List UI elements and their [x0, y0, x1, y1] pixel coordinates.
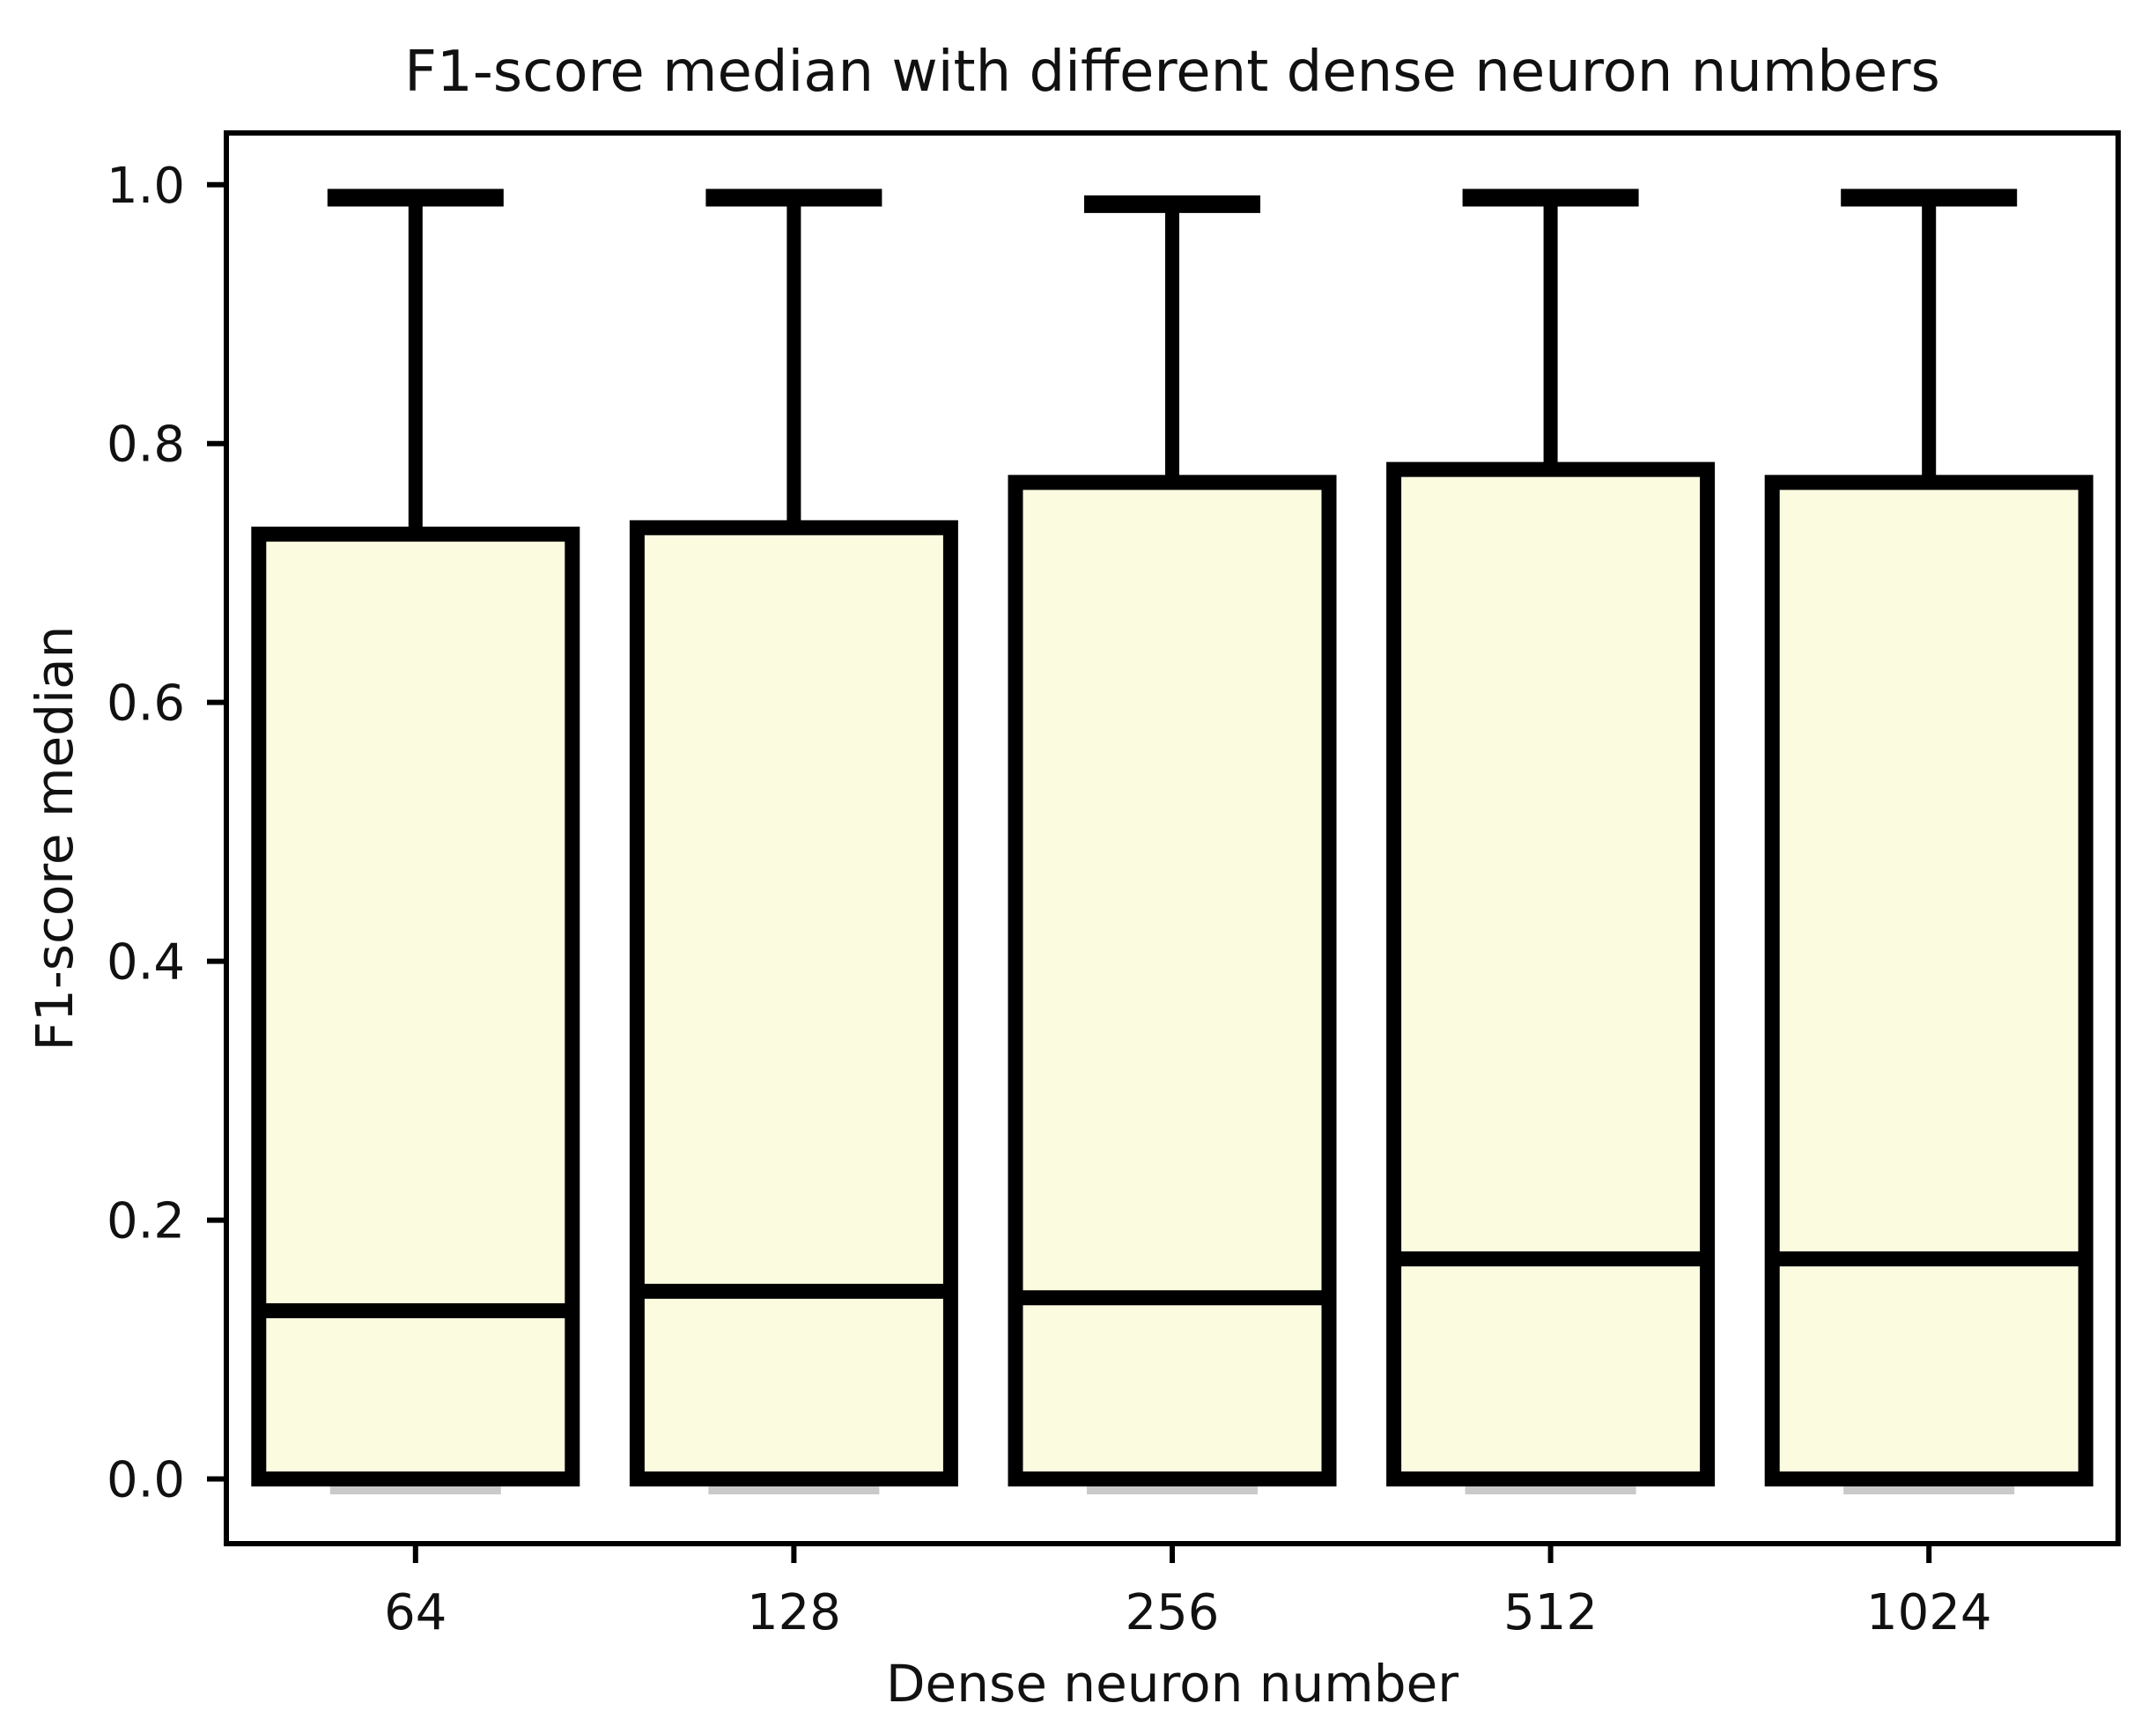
y-tick-label: 0.8 [107, 417, 185, 474]
chart-title: F1-score median with different dense neu… [404, 40, 1940, 105]
x-axis-label: Dense neuron number [885, 1654, 1459, 1714]
box-512 [1386, 461, 1716, 1487]
box-64 [251, 527, 580, 1487]
box-1024 [1764, 475, 2093, 1487]
x-tick-label: 64 [384, 1584, 447, 1641]
y-tick-label: 0.4 [107, 934, 185, 992]
y-tick-label: 0.6 [107, 675, 185, 733]
y-tick-label: 0.2 [107, 1193, 185, 1250]
x-tick-label: 256 [1126, 1584, 1220, 1641]
box-128 [629, 520, 958, 1487]
y-tick-label: 1.0 [107, 158, 185, 215]
y-tick-label: 0.0 [107, 1452, 185, 1509]
x-tick-label: 128 [747, 1584, 841, 1641]
x-tick-label: 1024 [1866, 1584, 1992, 1641]
x-tick-label: 512 [1503, 1584, 1598, 1641]
box-256 [1008, 475, 1337, 1487]
